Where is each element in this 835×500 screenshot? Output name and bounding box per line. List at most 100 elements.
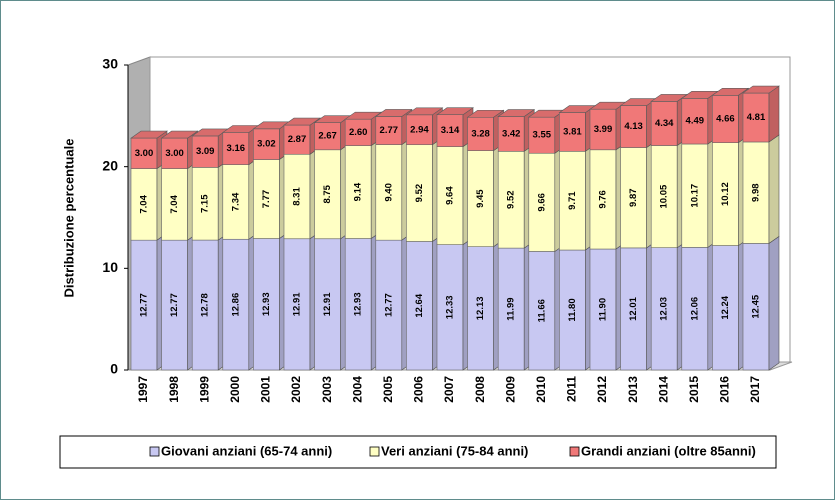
value-label: 3.00	[135, 148, 154, 159]
bar-top	[283, 117, 321, 126]
value-label: 12.03	[659, 297, 670, 321]
bar	[528, 116, 556, 154]
bar-side	[768, 235, 780, 371]
bar-side	[768, 134, 780, 245]
value-label: 9.14	[353, 182, 364, 201]
bar	[681, 98, 709, 145]
x-tick-label: 2014	[656, 376, 670, 403]
value-label: 3.81	[563, 126, 582, 137]
value-label: 4.13	[624, 121, 643, 132]
value-label: 2.87	[288, 134, 307, 145]
value-label: 12.93	[353, 292, 364, 316]
bar	[406, 241, 433, 371]
bar	[589, 108, 617, 151]
bar	[130, 239, 158, 371]
bar	[344, 118, 372, 146]
value-label: 8.75	[322, 184, 333, 203]
value-label: 7.77	[261, 190, 272, 209]
value-label: 7.04	[169, 194, 180, 213]
x-tick-label: 2000	[228, 376, 242, 403]
value-label: 9.66	[536, 193, 547, 212]
bar	[712, 245, 739, 371]
value-label: 9.52	[414, 184, 425, 203]
value-label: 9.40	[383, 183, 394, 202]
bar	[742, 141, 770, 244]
value-label: 3.02	[257, 139, 276, 150]
bar	[497, 247, 525, 371]
bar	[620, 147, 647, 249]
x-tick-label: 2010	[534, 376, 548, 403]
bar-top	[466, 109, 505, 118]
bar-top	[374, 109, 413, 117]
bar	[436, 244, 464, 371]
value-label: 9.71	[567, 191, 578, 210]
value-label: 12.78	[200, 293, 211, 317]
x-tick-label: 1999	[197, 376, 211, 403]
value-label: 2.77	[380, 125, 399, 136]
legend-swatch	[569, 446, 580, 457]
bar	[283, 153, 311, 240]
value-label: 3.42	[502, 128, 521, 139]
value-label: 4.49	[686, 116, 705, 127]
value-label: 2.67	[318, 131, 337, 142]
value-label: 7.34	[230, 192, 241, 211]
bar	[191, 167, 219, 241]
x-tick-label: 1997	[136, 376, 150, 403]
bar-top	[405, 107, 444, 116]
value-label: 12.91	[322, 292, 333, 316]
bar	[528, 152, 556, 252]
value-label: 3.16	[227, 143, 246, 154]
bar	[283, 124, 311, 155]
bar-top	[344, 111, 383, 120]
bar	[253, 159, 280, 239]
value-label: 3.28	[471, 128, 490, 139]
value-label: 9.76	[598, 190, 609, 209]
bar	[344, 238, 372, 371]
x-tick-label: 2005	[381, 376, 395, 403]
x-tick-label: 2009	[503, 376, 517, 403]
value-label: 12.06	[689, 297, 700, 321]
value-label: 9.64	[445, 186, 456, 205]
legend-label: Giovani anziani (65-74 anni)	[161, 443, 332, 458]
value-label: 12.24	[720, 295, 731, 319]
x-tick-label: 2007	[442, 376, 456, 403]
bar	[222, 238, 250, 371]
value-label: 11.90	[598, 298, 609, 321]
value-label: 3.55	[533, 130, 552, 141]
bar	[375, 116, 403, 145]
bar	[497, 116, 525, 152]
bar	[712, 94, 739, 143]
bar-top	[711, 87, 750, 96]
bar	[222, 164, 250, 240]
bar	[314, 149, 341, 240]
x-tick-label: 2017	[748, 376, 762, 403]
value-label: 2.60	[349, 127, 368, 138]
value-label: 12.33	[445, 295, 456, 319]
value-label: 11.66	[536, 299, 547, 322]
bar	[620, 247, 647, 371]
x-tick-label: 2008	[473, 376, 487, 403]
y-tick-label: 10	[102, 259, 118, 275]
bar	[161, 168, 188, 241]
x-tick-label: 2013	[626, 376, 640, 403]
legend	[59, 435, 777, 469]
y-axis-label: Distribuzione percentuale	[61, 139, 76, 298]
x-tick-label: 2002	[289, 376, 303, 403]
bar	[467, 116, 494, 151]
bar	[375, 239, 403, 371]
value-label: 10.17	[689, 184, 700, 208]
bar-top	[497, 109, 536, 117]
bar	[436, 146, 464, 245]
bar	[528, 251, 556, 371]
value-label: 11.99	[506, 297, 517, 320]
bar	[467, 150, 494, 247]
value-label: 12.77	[383, 293, 394, 317]
value-label: 12.86	[230, 293, 241, 317]
bar	[253, 238, 280, 371]
x-tick-label: 2011	[565, 376, 579, 402]
value-label: 11.80	[567, 298, 578, 321]
bar-top	[160, 130, 199, 139]
value-label: 9.45	[475, 189, 486, 208]
x-tick-label: 2012	[595, 376, 609, 403]
